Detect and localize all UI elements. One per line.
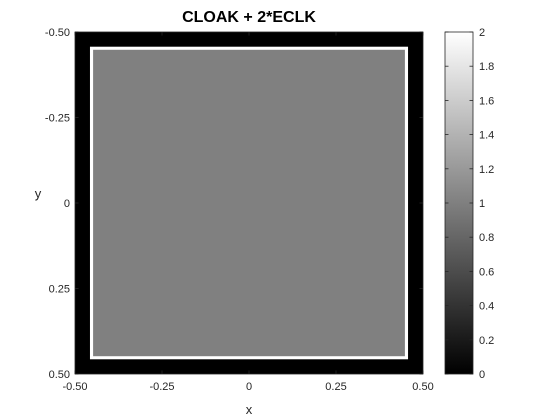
colorbar-tick-label: 0.8 [479, 232, 494, 244]
x-axis: -0.50 -0.25 0 0.25 0.50 [62, 32, 434, 393]
y-tick-label: 0.25 [49, 284, 70, 296]
colorbar: 0 0.2 0.4 0.6 0.8 1 1.2 1.4 1.6 1.8 2 [444, 27, 494, 381]
y-tick-label: 0.50 [49, 369, 70, 381]
x-tick-label: 0 [246, 381, 252, 393]
colorbar-tick-label: 0.6 [479, 266, 494, 278]
y-tick-label: 0 [64, 198, 70, 210]
colorbar-tick-label: 0 [479, 369, 485, 381]
y-axis-label: y [35, 186, 42, 201]
colorbar-scale [444, 31, 474, 375]
y-tick-label: -0.50 [45, 27, 70, 39]
x-tick-label: 0.50 [412, 381, 433, 393]
y-tick-label: -0.25 [45, 113, 70, 125]
heatmap-region-interior [93, 49, 405, 357]
colorbar-tick-label: 1.2 [479, 164, 494, 176]
x-tick-label: 0.25 [325, 381, 346, 393]
colorbar-tick-label: 0.4 [479, 301, 494, 313]
x-axis-label: x [246, 402, 253, 417]
heatmap-plot-area [74, 31, 424, 375]
colorbar-tick-label: 1.6 [479, 95, 494, 107]
chart-title: CLOAK + 2*ECLK [182, 9, 316, 26]
colorbar-tick-label: 1 [479, 198, 485, 210]
colorbar-tick-label: 1.4 [479, 130, 494, 142]
colorbar-tick-label: 0.2 [479, 335, 494, 347]
colorbar-tick-label: 2 [479, 27, 485, 39]
colorbar-tick-label: 1.8 [479, 61, 494, 73]
x-tick-label: -0.25 [149, 381, 174, 393]
y-axis: -0.50 -0.25 0 0.25 0.50 [45, 27, 423, 381]
x-tick-label: -0.50 [62, 381, 87, 393]
